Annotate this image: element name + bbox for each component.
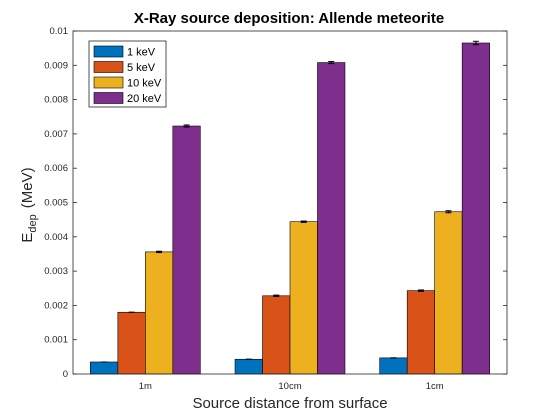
bar-5-kev-1m: [117, 311, 146, 375]
y-tick-label: 0.008: [44, 95, 68, 106]
y-tick-label: 0.002: [44, 300, 68, 311]
bars-layer: [90, 42, 490, 375]
bar-10-kev-10cm: [289, 221, 318, 375]
x-tick-label: 1cm: [426, 381, 444, 392]
bar-20-kev-1cm: [461, 42, 490, 375]
bar-20-kev-1m: [172, 125, 201, 375]
y-tick-label: 0.003: [44, 266, 68, 277]
legend-label: 20 keV: [127, 93, 162, 105]
y-tick-label: 0.001: [44, 335, 68, 346]
legend: 1 keV 5 keV 10 keV 20 keV: [88, 40, 167, 108]
x-tick-label: 1m: [139, 381, 152, 392]
bar-1-kev-10cm: [234, 358, 263, 375]
y-axis-label-main: E: [19, 233, 36, 243]
legend-label: 5 keV: [127, 62, 156, 74]
bar-10-kev-1m: [145, 251, 174, 375]
y-tick-label: 0.005: [44, 198, 68, 209]
legend-swatch: [93, 92, 124, 104]
y-axis-label-sub: dep: [27, 214, 39, 232]
y-axis-label-unit: (MeV): [19, 167, 36, 208]
y-axis: 0 0.001 0.002 0.003 0.004 0.005 0.006 0.007 0.00…: [44, 26, 507, 380]
bar-5-kev-10cm: [262, 295, 291, 375]
legend-swatch: [93, 61, 124, 73]
y-tick-label: 0: [63, 369, 68, 380]
legend-swatch: [93, 76, 124, 89]
error-bars-layer: [101, 40, 479, 363]
x-axis: 1m 10cm 1cm: [139, 370, 444, 392]
y-tick-label: 0.006: [44, 163, 68, 174]
bar-1-kev-1cm: [379, 357, 408, 375]
x-tick-label: 10cm: [278, 381, 301, 392]
bar-20-kev-10cm: [317, 62, 346, 375]
y-axis-label: Edep (MeV): [19, 167, 39, 242]
bar-1-kev-1m: [90, 361, 119, 375]
legend-swatch: [93, 45, 124, 58]
y-tick-label: 0.009: [44, 60, 68, 71]
legend-label: 1 keV: [127, 47, 156, 59]
bar-10-kev-1cm: [434, 211, 463, 375]
y-tick-label: 0.01: [50, 26, 69, 37]
bar-5-kev-1cm: [406, 290, 435, 375]
y-tick-label: 0.007: [44, 129, 68, 140]
chart-title: X-Ray source deposition: Allende meteori…: [134, 10, 444, 27]
y-tick-label: 0.004: [44, 232, 68, 243]
legend-label: 10 keV: [127, 78, 162, 90]
x-axis-label: Source distance from surface: [192, 395, 387, 412]
